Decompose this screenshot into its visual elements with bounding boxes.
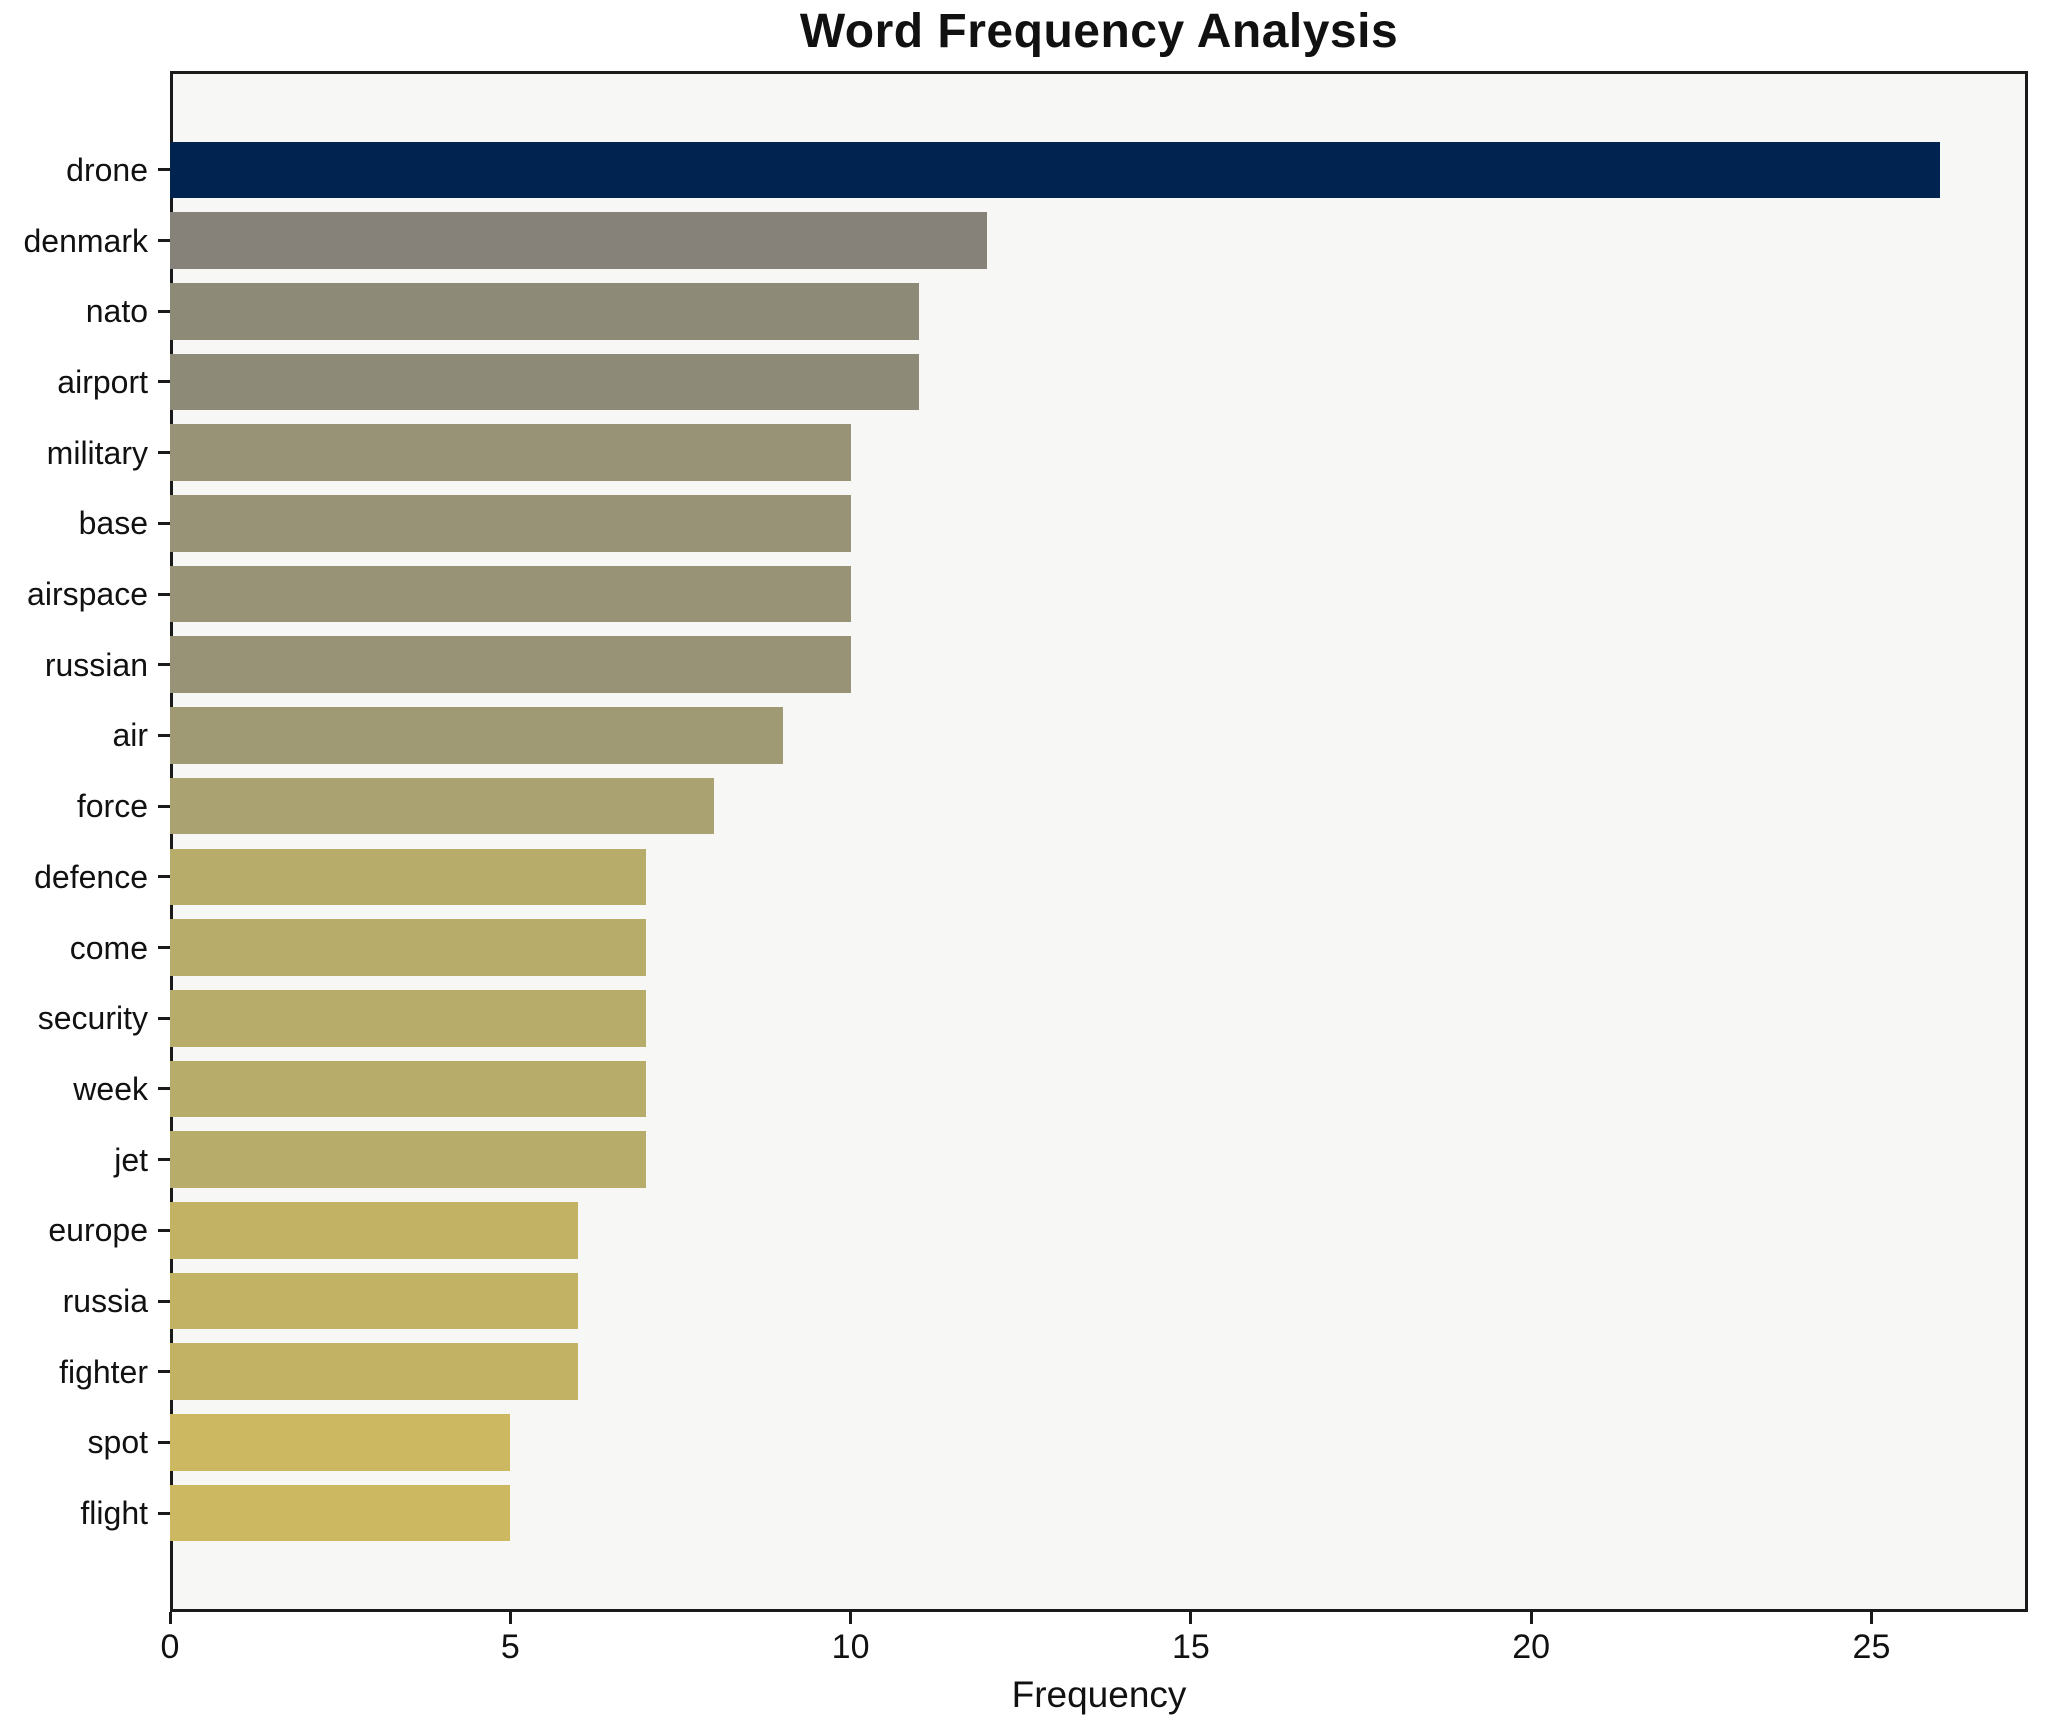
bar-airport	[170, 353, 919, 411]
y-tick-label-fighter: fighter	[59, 1353, 148, 1390]
bar-airspace	[170, 565, 851, 623]
y-tick-mark-defence	[158, 875, 170, 879]
y-tick-label-come: come	[69, 929, 148, 966]
bar-come	[170, 919, 647, 976]
y-tick-label-week: week	[73, 1070, 148, 1107]
y-tick-mark-airport	[158, 380, 170, 384]
y-tick-mark-denmark	[158, 239, 170, 243]
bar-security	[170, 989, 647, 1047]
plot-area	[170, 71, 2028, 1612]
bar-force	[170, 777, 715, 835]
x-tick-mark-5	[508, 1612, 512, 1624]
y-tick-mark-drone	[158, 168, 170, 172]
bar-europe	[170, 1202, 579, 1259]
y-tick-mark-russia	[158, 1299, 170, 1303]
bar-military	[170, 424, 851, 481]
y-tick-mark-airspace	[158, 592, 170, 596]
x-tick-label-10: 10	[831, 1628, 870, 1666]
x-tick-label-0: 0	[160, 1628, 180, 1666]
y-tick-label-force: force	[76, 788, 148, 825]
bar-air	[170, 707, 783, 764]
x-tick-mark-10	[849, 1612, 853, 1624]
y-tick-label-flight: flight	[80, 1495, 148, 1532]
y-tick-label-spot: spot	[87, 1424, 148, 1461]
bar-base	[170, 495, 851, 552]
y-tick-label-airspace: airspace	[27, 576, 148, 613]
bar-jet	[170, 1131, 647, 1188]
bar-spot	[170, 1414, 511, 1471]
x-tick-label-20: 20	[1512, 1628, 1551, 1666]
bar-drone	[170, 141, 1940, 199]
chart-title: Word Frequency Analysis	[799, 5, 1399, 58]
y-tick-mark-air	[158, 733, 170, 737]
bar-denmark	[170, 212, 987, 269]
y-tick-mark-nato	[158, 309, 170, 313]
y-tick-label-jet: jet	[114, 1141, 148, 1178]
bar-russia	[170, 1272, 579, 1330]
x-tick-mark-0	[168, 1612, 172, 1624]
y-tick-mark-europe	[158, 1228, 170, 1232]
y-tick-label-base: base	[78, 505, 148, 542]
y-tick-mark-base	[158, 521, 170, 525]
bar-fighter	[170, 1343, 579, 1401]
y-tick-label-denmark: denmark	[23, 222, 149, 259]
y-tick-mark-security	[158, 1016, 170, 1020]
x-tick-mark-20	[1529, 1612, 1533, 1624]
y-tick-label-nato: nato	[85, 293, 148, 330]
x-tick-label-25: 25	[1852, 1628, 1891, 1666]
x-tick-label-5: 5	[500, 1628, 520, 1666]
bar-russian	[170, 636, 851, 694]
y-tick-mark-week	[158, 1087, 170, 1091]
y-tick-label-air: air	[112, 717, 148, 754]
x-tick-label-15: 15	[1171, 1628, 1210, 1666]
y-tick-label-military: military	[46, 434, 148, 471]
y-tick-mark-spot	[158, 1440, 170, 1444]
bar-week	[170, 1060, 647, 1118]
y-tick-label-airport: airport	[57, 363, 148, 400]
y-tick-mark-fighter	[158, 1370, 170, 1374]
bar-nato	[170, 282, 919, 340]
y-tick-label-russia: russia	[62, 1283, 148, 1320]
y-tick-label-drone: drone	[66, 151, 148, 188]
y-tick-label-russian: russian	[44, 646, 148, 683]
x-tick-mark-25	[1869, 1612, 1873, 1624]
y-tick-label-security: security	[37, 1000, 148, 1037]
bar-defence	[170, 848, 647, 906]
y-tick-mark-come	[158, 946, 170, 950]
y-tick-label-defence: defence	[34, 858, 148, 895]
y-tick-mark-military	[158, 451, 170, 455]
y-tick-mark-russian	[158, 663, 170, 667]
y-tick-label-europe: europe	[48, 1212, 148, 1249]
x-tick-mark-15	[1189, 1612, 1193, 1624]
y-tick-mark-jet	[158, 1158, 170, 1162]
bar-flight	[170, 1484, 511, 1542]
x-axis-label: Frequency	[1011, 1674, 1187, 1715]
y-tick-mark-force	[158, 804, 170, 808]
y-tick-mark-flight	[158, 1511, 170, 1515]
